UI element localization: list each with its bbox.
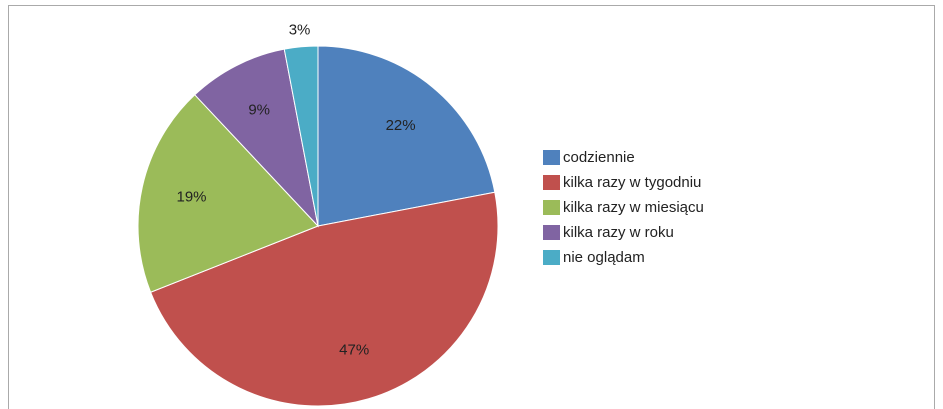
legend-label: codziennie (563, 149, 635, 166)
pie-slice (283, 45, 319, 227)
legend-swatch (543, 250, 560, 265)
legend-swatch (543, 175, 560, 190)
pie-slice (317, 45, 496, 227)
legend-swatch (543, 200, 560, 215)
data-label: 9% (248, 101, 270, 118)
data-label: 19% (177, 189, 207, 206)
legend-label: kilka razy w miesiącu (563, 199, 704, 216)
legend-label: kilka razy w roku (563, 224, 674, 241)
data-label: 47% (339, 341, 369, 358)
data-label: 22% (386, 117, 416, 134)
pie-slice (149, 191, 499, 407)
legend-label: kilka razy w tygodniu (563, 174, 701, 191)
pie-slice (194, 48, 319, 228)
data-label: 3% (289, 22, 311, 39)
legend-swatch (543, 150, 560, 165)
legend-swatch (543, 225, 560, 240)
pie-slice (137, 94, 319, 293)
legend-label: nie oglądam (563, 249, 645, 266)
